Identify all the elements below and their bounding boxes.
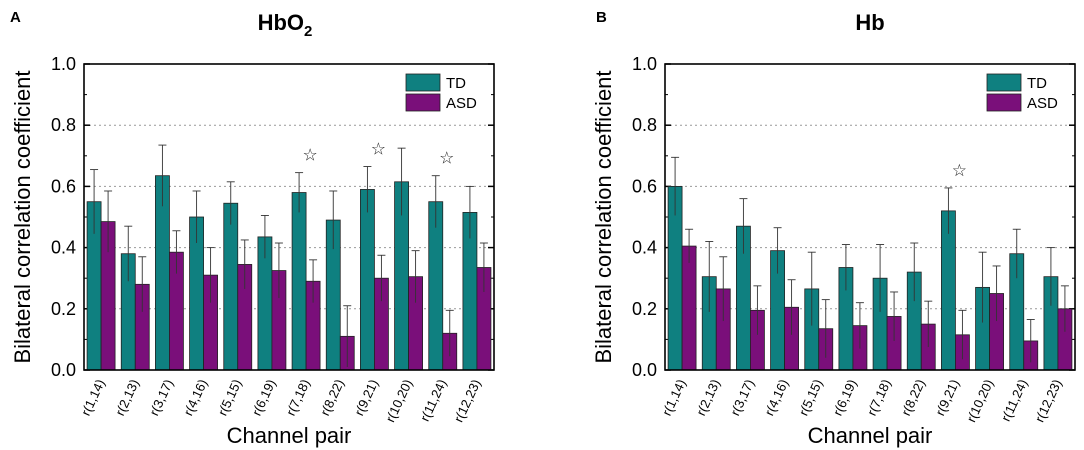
panel-b-xtick-label: r(3,17) (727, 377, 757, 418)
panel-b-xtick-label: r(5,15) (796, 377, 826, 418)
panel-a-ylabel: Bilateral correlation coefficient (10, 70, 35, 363)
panel-a-significance-star: ☆ (302, 146, 317, 166)
panel-b-legend-swatch-td (986, 73, 1022, 92)
panel-a-legend-swatch-asd (405, 93, 441, 112)
panel-a-xtick-label: r(6,19) (249, 377, 279, 418)
panel-b-xtick-label: r(6,19) (830, 377, 860, 418)
panel-a-legend-swatch-td (405, 73, 441, 92)
panel-b-xtick-label: r(1,14) (659, 377, 689, 418)
panel-b-xtick-label: r(2,13) (693, 377, 723, 418)
panel-a-xtick-label: r(12,23) (451, 377, 484, 425)
panel-a-xtick-label: r(7,18) (283, 377, 313, 418)
panel-a-bar-td-8 (360, 189, 375, 371)
panel-b-ylabel: Bilateral correlation coefficient (591, 70, 616, 363)
panel-a-bar-td-4 (223, 202, 239, 371)
panel-b-xtick-label: r(4,16) (762, 377, 792, 418)
panel-b-xtick-label: r(8,22) (898, 377, 928, 418)
panel-a-title: HbO2 (258, 10, 313, 40)
panel-a-ytick-label: 0.6 (51, 176, 76, 196)
panel-a-legend-label-asd: ASD (446, 95, 477, 112)
panel-b-legend-label-td: TD (1027, 75, 1047, 92)
panel-a-xtick-label: r(1,14) (78, 377, 108, 418)
panel-b-ytick-label: 0.2 (632, 299, 657, 319)
panel-a-bar-td-6 (291, 192, 307, 371)
panel-b-ytick-label: 0.8 (632, 115, 657, 135)
panel-b-xtick-label: r(12,23) (1032, 377, 1065, 425)
panel-b-ytick-label: 1.0 (632, 54, 657, 74)
panel-b-bar-td-8 (941, 210, 956, 371)
panel-a-xtick-label: r(11,24) (417, 377, 449, 424)
panel-a-significance-star: ☆ (439, 149, 454, 169)
panel-b-bar-asd-0 (681, 245, 697, 371)
panel-b-significance-star: ☆ (952, 161, 967, 181)
panel-a-xtick-label: r(10,20) (382, 377, 415, 425)
panel-b-xtick-label: r(9,21) (932, 377, 962, 418)
panel-a-axes-frame (83, 63, 495, 371)
panel-a-title-main: HbO (258, 10, 304, 35)
panel-b-chart: B Hb 0.0 0.2 0.4 0.6 0.8 1.0 r(1,14) r(2,13) r(3,1… (591, 9, 1076, 448)
panel-a-letter: A (10, 9, 21, 26)
panel-b-axes-frame (664, 63, 1076, 371)
panel-a-xtick-label: r(2,13) (112, 377, 142, 418)
panel-a-ytick-label: 0.0 (51, 360, 76, 380)
panel-b-title: Hb (855, 10, 884, 35)
panel-a-xtick-label: r(8,22) (317, 377, 347, 418)
panel-b-xlabel: Channel pair (808, 423, 933, 448)
panel-b-ytick-label: 0.4 (632, 238, 657, 258)
panel-a-xtick-label: r(3,17) (146, 377, 176, 418)
panel-b-legend-label-asd: ASD (1027, 95, 1058, 112)
panel-b-xtick-label: r(11,24) (998, 377, 1030, 424)
panel-b-letter: B (596, 9, 607, 26)
panel-b-ytick-label: 0.6 (632, 176, 657, 196)
panel-a-legend-label-td: TD (446, 75, 466, 92)
panel-b-xtick-label: r(10,20) (963, 377, 996, 425)
panel-a-xtick-label: r(4,16) (181, 377, 211, 418)
panel-b-legend-swatch-asd (986, 93, 1022, 112)
panel-a-significance-star: ☆ (371, 140, 386, 160)
panel-a-title-subscript: 2 (304, 23, 312, 40)
panel-b-xtick-label: r(7,18) (864, 377, 894, 418)
panel-b-ytick-label: 0.0 (632, 360, 657, 380)
panel-b-title-main: Hb (855, 10, 884, 35)
panel-a-chart: A HbO2 0.0 0.2 0.4 0.6 0.8 1.0 r(1,14) r(2,13) r(3… (10, 9, 495, 448)
panel-a-xtick-label: r(5,15) (215, 377, 245, 418)
panel-a-ytick-label: 0.2 (51, 299, 76, 319)
panel-a-xlabel: Channel pair (227, 423, 352, 448)
panel-a-ytick-label: 0.8 (51, 115, 76, 135)
panel-a-ytick-label: 1.0 (51, 54, 76, 74)
panel-a-ytick-label: 0.4 (51, 238, 76, 258)
panel-a-xtick-label: r(9,21) (351, 377, 381, 418)
